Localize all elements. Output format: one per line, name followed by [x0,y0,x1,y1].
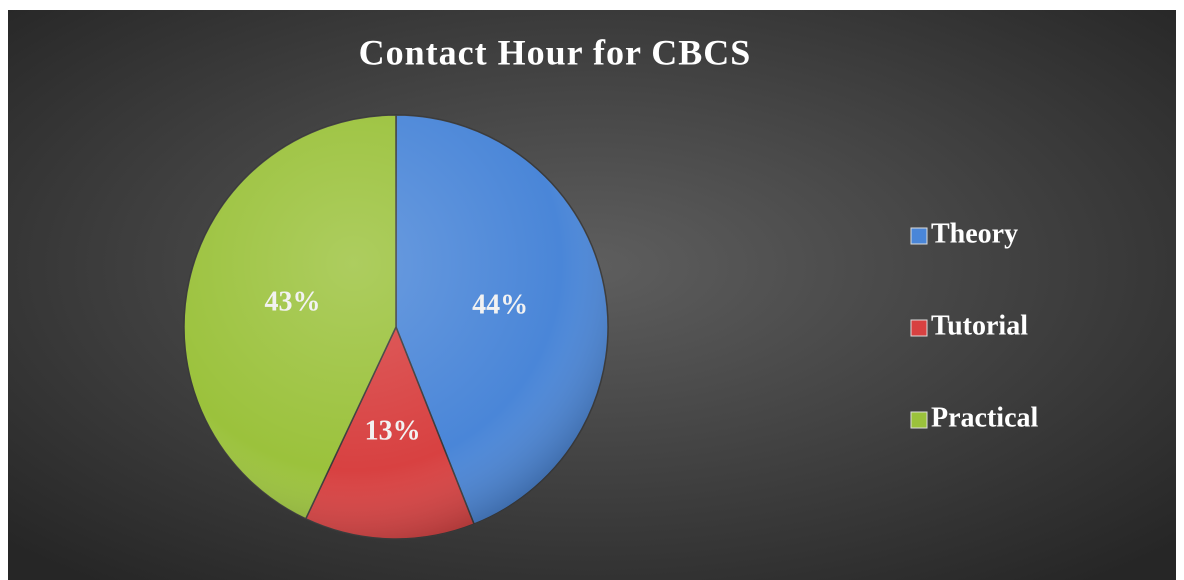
legend-label: Theory [931,218,1018,249]
pie [183,114,609,540]
labels: 44% 13% 43% [265,286,529,446]
legend: Theory Tutorial Practical [910,218,1038,433]
legend-swatch [910,227,928,245]
legend-label: Tutorial [931,310,1028,341]
data-label: 43% [265,286,321,317]
data-label: 44% [472,290,528,321]
legend-swatch [910,319,928,337]
chart-title: Contact Hour for CBCS [359,32,752,72]
data-label: 13% [365,415,421,446]
legend-swatch [910,411,928,429]
legend-label: Practical [931,402,1038,433]
